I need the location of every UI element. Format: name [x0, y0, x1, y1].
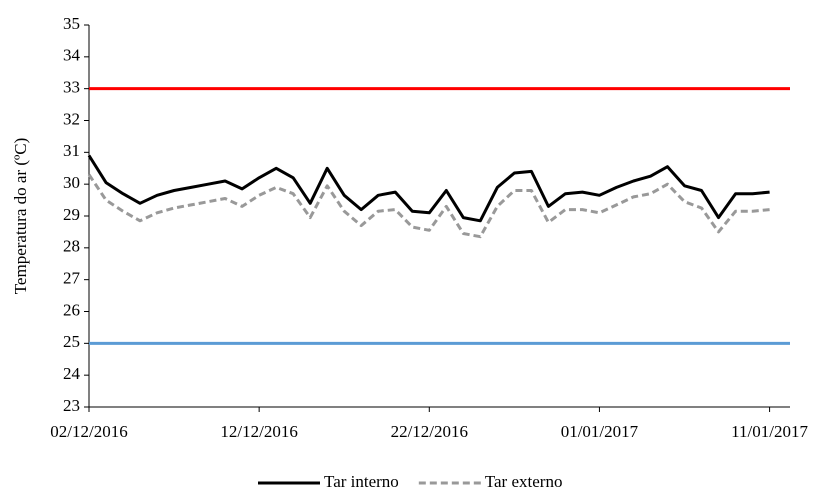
y-tick-label: 24 — [63, 364, 81, 383]
y-tick-label: 33 — [63, 78, 80, 97]
x-tick-label: 02/12/2016 — [50, 422, 127, 441]
series-line — [87, 173, 770, 239]
y-tick-label: 28 — [63, 237, 80, 256]
legend-label: Tar interno — [324, 472, 399, 491]
y-tick-label: 32 — [63, 109, 80, 128]
y-tick-label: 30 — [63, 173, 80, 192]
y-tick-label: 35 — [63, 14, 80, 33]
x-tick-label: 01/01/2017 — [561, 422, 639, 441]
x-tick-label: 11/01/2017 — [731, 422, 808, 441]
y-tick-label: 27 — [63, 269, 81, 288]
y-tick-label: 31 — [63, 141, 80, 160]
y-tick-label: 29 — [63, 205, 80, 224]
x-tick-label: 12/12/2016 — [220, 422, 297, 441]
y-tick-label: 26 — [63, 300, 80, 319]
x-tick-label: 22/12/2016 — [391, 422, 468, 441]
series-line — [87, 154, 770, 223]
y-axis-title: Temperatura do ar (ºC) — [11, 138, 30, 295]
y-tick-label: 25 — [63, 332, 80, 351]
legend-label: Tar externo — [485, 472, 563, 491]
y-tick-label: 34 — [63, 46, 81, 65]
y-tick-label: 23 — [63, 396, 80, 415]
